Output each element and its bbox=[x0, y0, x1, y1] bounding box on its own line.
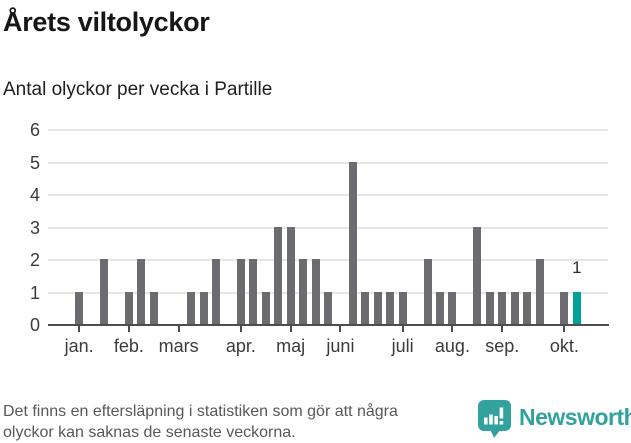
x-axis-tick bbox=[127, 326, 130, 332]
x-tick-label: okt. bbox=[549, 336, 579, 356]
y-tick-label: 5 bbox=[29, 152, 40, 173]
bar bbox=[386, 291, 395, 324]
x-tick-label: juni bbox=[326, 336, 355, 356]
footer-note: Det finns en eftersläpning i statistiken… bbox=[3, 401, 398, 443]
bar bbox=[299, 259, 308, 324]
newsworthy-logo-icon bbox=[478, 400, 511, 438]
bar bbox=[75, 291, 84, 324]
bar-highlighted bbox=[572, 291, 581, 324]
bar bbox=[448, 291, 457, 324]
newsworthy-logo: Newsworthy bbox=[478, 400, 631, 438]
y-tick-label: 4 bbox=[29, 185, 40, 205]
y-tick-label: 0 bbox=[29, 315, 40, 335]
bar bbox=[324, 291, 332, 324]
x-axis-tick bbox=[501, 326, 504, 332]
highlight-value-label: 1 bbox=[572, 258, 582, 277]
bar bbox=[149, 291, 158, 324]
x-tick-label: aug. bbox=[434, 336, 470, 356]
bar bbox=[348, 161, 357, 324]
y-tick-label: 6 bbox=[29, 120, 40, 140]
x-tick-label: mars bbox=[158, 336, 199, 356]
newsworthy-wordmark: Newsworthy bbox=[519, 403, 631, 430]
chart-subtitle: Antal olyckor per vecka i Partille bbox=[3, 79, 273, 100]
chart-title: Årets viltolyckor bbox=[3, 7, 210, 37]
bar bbox=[510, 291, 519, 324]
x-axis-tick bbox=[239, 326, 242, 332]
gridline bbox=[48, 226, 608, 229]
bar bbox=[236, 259, 245, 324]
x-axis-tick bbox=[401, 326, 404, 332]
bar bbox=[361, 291, 370, 324]
x-axis-tick bbox=[78, 326, 81, 332]
bar bbox=[535, 259, 544, 324]
x-axis-tick bbox=[451, 326, 454, 332]
gridline bbox=[48, 259, 608, 261]
y-tick-label: 1 bbox=[29, 282, 40, 303]
bar bbox=[373, 291, 382, 324]
bar bbox=[100, 259, 108, 324]
x-axis-tick bbox=[289, 326, 292, 332]
gridline bbox=[48, 161, 608, 164]
bar bbox=[124, 291, 133, 324]
x-axis-tick bbox=[563, 326, 566, 332]
bar bbox=[261, 291, 270, 324]
x-tick-label: jan. bbox=[64, 336, 94, 356]
bar bbox=[311, 259, 320, 324]
bar bbox=[187, 291, 196, 324]
y-tick-label: 3 bbox=[29, 217, 40, 238]
bar bbox=[560, 291, 569, 324]
bar bbox=[137, 259, 146, 324]
gridline bbox=[48, 129, 608, 131]
bar bbox=[249, 259, 258, 324]
x-tick-label: sep. bbox=[485, 336, 520, 356]
x-axis-tick bbox=[177, 326, 180, 332]
bar bbox=[423, 259, 432, 324]
bar bbox=[199, 291, 208, 324]
bar bbox=[212, 259, 220, 324]
footer-note-line: Det finns en eftersläpning i statistiken… bbox=[3, 403, 398, 420]
bar bbox=[436, 291, 444, 324]
y-tick-label: 2 bbox=[29, 250, 40, 270]
x-tick-label: feb. bbox=[113, 336, 144, 356]
bar bbox=[498, 291, 507, 324]
bar bbox=[523, 291, 532, 324]
bar bbox=[485, 291, 494, 324]
x-tick-label: maj bbox=[276, 336, 306, 356]
bar bbox=[473, 226, 482, 324]
bar bbox=[286, 226, 295, 324]
bar bbox=[274, 226, 283, 324]
gridline bbox=[48, 194, 608, 196]
x-tick-label: juli bbox=[391, 336, 414, 356]
x-tick-label: apr. bbox=[225, 336, 256, 356]
footer-note-line: olyckor kan saknas de senaste veckorna. bbox=[3, 424, 296, 441]
bar bbox=[398, 291, 407, 324]
x-axis-line bbox=[48, 324, 609, 326]
x-axis-tick bbox=[339, 326, 342, 332]
